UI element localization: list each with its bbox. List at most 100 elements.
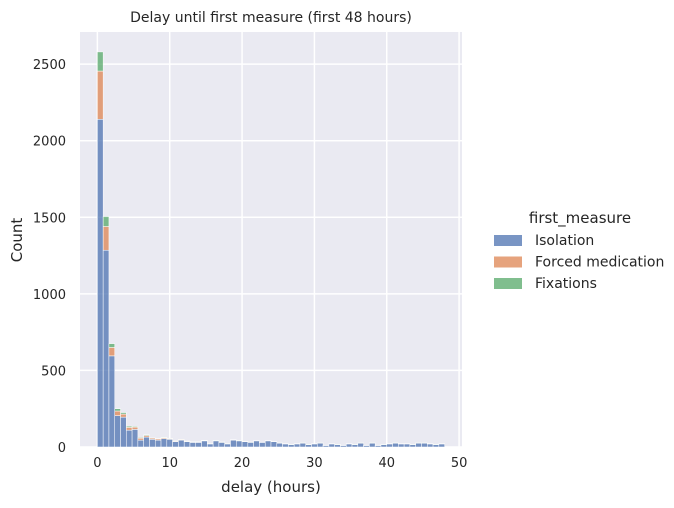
histogram-bar-isolation	[230, 440, 236, 447]
y-axis-label: Count	[8, 218, 26, 263]
histogram-bar-isolation	[149, 439, 155, 447]
legend-label: Forced medication	[535, 255, 664, 271]
histogram-bar-isolation	[277, 443, 283, 447]
y-tick-label: 2500	[33, 58, 66, 73]
histogram-bar-forced-medication	[109, 347, 115, 355]
histogram-bar-isolation	[202, 441, 208, 447]
histogram-bar-isolation	[207, 444, 213, 447]
y-tick-label: 500	[41, 364, 66, 379]
histogram-bar-isolation	[259, 442, 265, 447]
y-tick-label: 0	[58, 441, 66, 456]
histogram-bar-isolation	[381, 445, 387, 447]
histogram-bar-fixations	[121, 413, 127, 415]
histogram-bar-isolation	[288, 445, 294, 447]
x-tick-label: 40	[378, 456, 395, 471]
histogram-bar-isolation	[317, 443, 323, 447]
histogram-bar-fixations	[138, 438, 144, 439]
histogram-bar-isolation	[236, 441, 242, 447]
y-tick-label: 2000	[33, 135, 66, 150]
histogram-bar-isolation	[97, 119, 103, 447]
histogram-bar-isolation	[427, 444, 433, 447]
histogram-bar-isolation	[115, 416, 121, 447]
histogram-bar-forced-medication	[103, 226, 109, 250]
histogram-bar-isolation	[312, 444, 318, 447]
histogram-bar-isolation	[410, 445, 416, 447]
legend-label: Fixations	[535, 276, 597, 292]
histogram-bar-isolation	[173, 442, 179, 447]
histogram-bar-fixations	[144, 435, 150, 436]
histogram-bar-isolation	[103, 250, 109, 447]
x-tick-label: 0	[93, 456, 101, 471]
legend: first_measure Isolation Forced medication…	[494, 209, 664, 292]
x-axis-label: delay (hours)	[221, 478, 321, 496]
chart-title: Delay until first measure (first 48 hour…	[130, 10, 412, 26]
histogram-bar-isolation	[213, 441, 219, 447]
legend-title: first_measure	[529, 209, 631, 228]
histogram-bar-isolation	[329, 444, 335, 447]
histogram-bar-isolation	[242, 442, 248, 447]
histogram-bar-isolation	[109, 356, 115, 447]
histogram-bar-isolation	[300, 443, 306, 447]
y-tick-label: 1500	[33, 211, 66, 226]
histogram-bar-isolation	[248, 442, 254, 447]
histogram-bar-isolation	[433, 445, 439, 447]
histogram-bar-forced-medication	[115, 411, 121, 416]
histogram-bar-fixations	[109, 344, 115, 348]
histogram-bar-isolation	[294, 444, 300, 447]
histogram-bar-isolation	[190, 442, 196, 447]
legend-items: Isolation Forced medication Fixations	[494, 233, 664, 292]
histogram-bar-isolation	[132, 429, 138, 447]
histogram-bar-forced-medication	[132, 427, 138, 429]
histogram-bar-forced-medication	[138, 438, 144, 440]
legend-swatch	[494, 278, 522, 289]
histogram-bar-isolation	[387, 444, 393, 447]
histogram-bar-fixations	[132, 426, 138, 427]
legend-label: Isolation	[535, 233, 594, 249]
x-tick-label: 10	[161, 456, 178, 471]
histogram-bar-isolation	[219, 442, 225, 447]
histogram-bar-fixations	[97, 52, 103, 71]
histogram-bar-isolation	[126, 430, 132, 447]
histogram-bar-isolation	[155, 440, 161, 447]
histogram-bar-isolation	[161, 439, 167, 447]
y-tick-label: 1000	[33, 288, 66, 303]
histogram-bar-isolation	[254, 441, 260, 447]
x-tick-label: 20	[234, 456, 251, 471]
histogram-bar-isolation	[421, 443, 427, 447]
histogram-bar-forced-medication	[126, 427, 132, 430]
histogram-bar-isolation	[404, 444, 410, 447]
histogram-bar-isolation	[358, 443, 364, 447]
histogram-bar-forced-medication	[97, 71, 103, 119]
histogram-bar-isolation	[138, 440, 144, 447]
histogram-bar-isolation	[167, 439, 173, 447]
histogram-bar-isolation	[184, 442, 190, 447]
histogram-bar-isolation	[283, 444, 289, 447]
histogram-bar-isolation	[121, 417, 127, 447]
histogram-bar-isolation	[306, 445, 312, 447]
plot-background	[80, 32, 462, 447]
histogram-bar-isolation	[393, 443, 399, 447]
histogram-bar-isolation	[439, 444, 445, 447]
histogram-bar-fixations	[103, 217, 109, 227]
histogram-bar-isolation	[416, 443, 422, 447]
histogram-bar-isolation	[144, 437, 150, 447]
histogram-bar-isolation	[335, 445, 341, 447]
histogram-bar-fixations	[115, 409, 121, 411]
legend-swatch	[494, 257, 522, 268]
histogram-bar-isolation	[265, 441, 271, 447]
histogram-bar-isolation	[271, 442, 277, 447]
histogram-bar-fixations	[126, 426, 132, 427]
histogram-bar-forced-medication	[121, 414, 127, 417]
legend-swatch	[494, 235, 522, 246]
histogram-bar-isolation	[346, 444, 352, 447]
histogram-bar-isolation	[196, 442, 202, 447]
histogram-bar-isolation	[178, 440, 184, 447]
x-tick-label: 50	[451, 456, 468, 471]
histogram-bar-isolation	[352, 445, 358, 447]
histogram-bar-isolation	[398, 444, 404, 447]
histogram-bar-isolation	[225, 444, 231, 447]
histogram-bar-isolation	[369, 443, 375, 447]
x-tick-label: 30	[306, 456, 323, 471]
